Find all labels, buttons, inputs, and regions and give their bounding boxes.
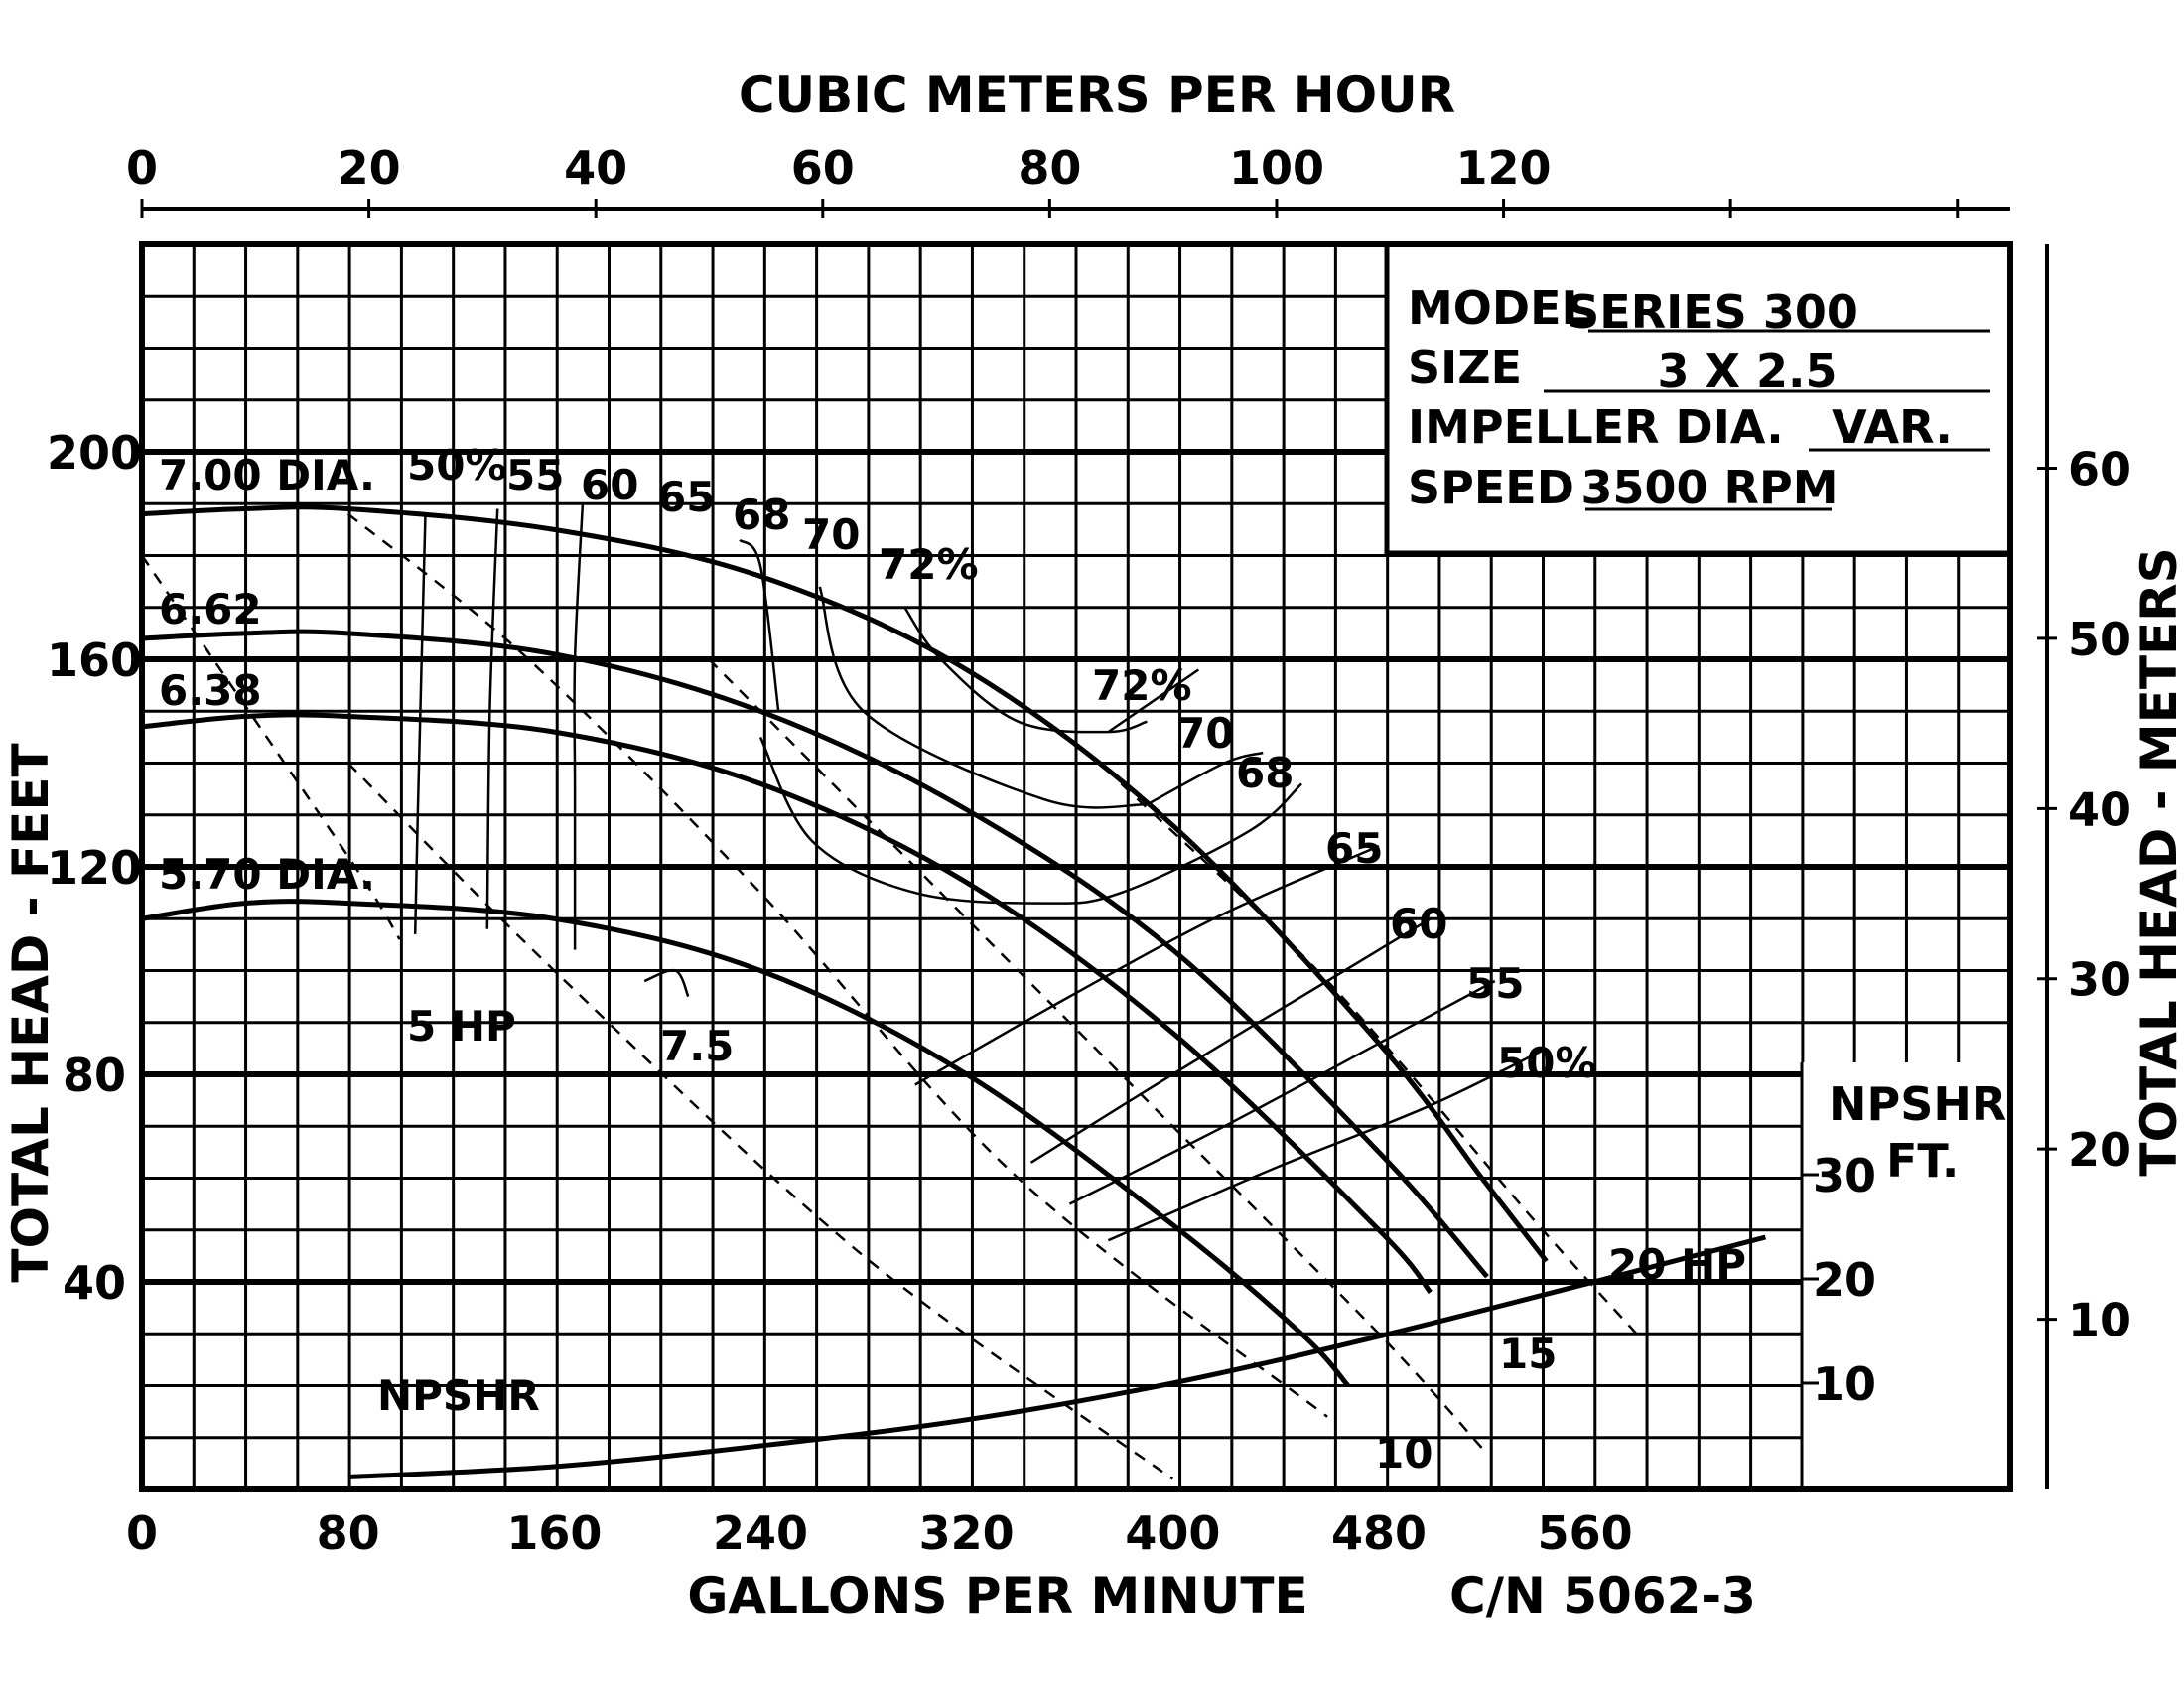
- efficiency-curve: [573, 503, 585, 950]
- efficiency-curve: [1107, 668, 1200, 734]
- efficiency-curve-label: 70: [1176, 709, 1234, 758]
- horsepower-label: 5 HP: [407, 1002, 516, 1051]
- impeller-curve-label: 6.62: [159, 585, 262, 633]
- right-tick-label: 60: [2068, 442, 2131, 495]
- x-tick-label: 480: [1331, 1506, 1427, 1560]
- labels: 0 80 160 240 320 400 480 560 0 20 40 60 80 100 120 40 80…: [47, 141, 2131, 1560]
- horsepower-line: [140, 554, 401, 940]
- top-tick-label: 100: [1229, 141, 1324, 195]
- efficiency-curve: [739, 538, 780, 712]
- top-tick-label: 120: [1456, 141, 1552, 195]
- impeller-curve: [141, 899, 1350, 1388]
- efficiency-curve-label: 65: [657, 473, 715, 521]
- impeller-curve: [141, 712, 1433, 1295]
- horsepower-line: [346, 762, 1174, 1480]
- npshr-tick-label: 20: [1813, 1253, 1876, 1307]
- top-tick-label: 0: [126, 141, 158, 195]
- npshr-axis-title: NPSHR: [1829, 1077, 2006, 1131]
- x-tick-label: 160: [506, 1506, 602, 1560]
- impeller-curve: [141, 504, 1549, 1263]
- x-axis-title: GALLONS PER MINUTE: [687, 1567, 1307, 1624]
- npshr-tick-label: 10: [1813, 1357, 1876, 1411]
- y-tick-label: 160: [47, 633, 142, 687]
- top-tick-label: 40: [564, 141, 627, 195]
- efficiency-curve: [914, 844, 1380, 1086]
- npshr-tick-label: 30: [1813, 1149, 1876, 1202]
- x-tick-label: 400: [1125, 1506, 1220, 1560]
- y-tick-label: 200: [47, 426, 142, 480]
- impeller-label: IMPELLER DIA.: [1408, 400, 1784, 454]
- efficiency-curve-label: 68: [1236, 749, 1294, 797]
- plot-border: [139, 241, 2013, 1492]
- top-tick-label: 60: [791, 141, 855, 195]
- efficiency-curve-label: 50%: [407, 441, 507, 490]
- x-tick-label: 0: [126, 1506, 158, 1560]
- right-tick-label: 10: [2068, 1294, 2131, 1347]
- plot-frame: [139, 199, 2057, 1492]
- efficiency-curve: [413, 513, 427, 934]
- catalog-number: C/N 5062-3: [1449, 1567, 1756, 1624]
- horsepower-label: 7.5: [660, 1022, 734, 1070]
- size-value: 3 X 2.5: [1658, 345, 1838, 398]
- efficiency-curve-label: 70: [802, 510, 860, 559]
- x-tick-label: 80: [317, 1506, 380, 1560]
- efficiency-curve: [1029, 917, 1432, 1164]
- impeller-value: VAR.: [1832, 400, 1953, 454]
- efficiency-curve-label: 50%: [1497, 1039, 1597, 1087]
- impeller-curve: [141, 629, 1489, 1279]
- impeller-curve-label: 7.00 DIA.: [159, 451, 375, 499]
- top-axis-title: CUBIC METERS PER HOUR: [739, 67, 1455, 124]
- efficiency-curve-label: 60: [1390, 900, 1447, 948]
- impeller-curve-label: 6.38: [159, 666, 262, 715]
- y-axis-title: TOTAL HEAD - FEET: [2, 743, 60, 1282]
- npshr-curve-label: NPSHR: [377, 1371, 540, 1420]
- info-box: MODEL SERIES 300 SIZE 3 X 2.5 IMPELLER D…: [1408, 281, 1990, 514]
- x-tick-label: 560: [1538, 1506, 1633, 1560]
- efficiency-curve: [1068, 979, 1496, 1205]
- speed-value: 3500 RPM: [1581, 461, 1839, 514]
- efficiency-curve: [1107, 1047, 1548, 1242]
- right-tick-label: 50: [2068, 613, 2131, 666]
- efficiency-curve-label: 68: [733, 491, 790, 539]
- y-tick-label: 40: [63, 1256, 126, 1310]
- efficiency-curve: [903, 607, 1148, 734]
- npshr-axis-panel: [1802, 1062, 2008, 1487]
- efficiency-curve-label: 55: [506, 451, 564, 499]
- speed-label: SPEED: [1408, 461, 1574, 514]
- efficiency-curve-label: 72%: [879, 540, 979, 589]
- efficiency-curve: [485, 508, 499, 929]
- x-tick-label: 320: [919, 1506, 1015, 1560]
- top-tick-label: 80: [1018, 141, 1081, 195]
- efficiency-curve: [643, 968, 690, 998]
- y-tick-label: 120: [47, 841, 142, 895]
- impeller-curve-label: 5.70 DIA.: [159, 850, 375, 899]
- horsepower-label: 20 HP: [1608, 1240, 1746, 1289]
- horsepower-line: [708, 658, 1483, 1450]
- efficiency-curve: [1146, 751, 1264, 806]
- efficiency-curve-label: 72%: [1092, 661, 1192, 710]
- efficiency-curve-label: 65: [1325, 824, 1383, 873]
- efficiency-curve: [818, 586, 1148, 809]
- efficiency-curve: [758, 736, 1302, 905]
- top-tick-label: 20: [338, 141, 401, 195]
- size-label: SIZE: [1408, 341, 1522, 394]
- right-tick-label: 30: [2068, 953, 2131, 1007]
- curves: [140, 503, 1767, 1480]
- npshr-axis-unit: FT.: [1886, 1134, 1959, 1188]
- horsepower-line: [1120, 782, 1638, 1336]
- efficiency-curve-label: 55: [1466, 959, 1524, 1008]
- x-tick-label: 240: [713, 1506, 808, 1560]
- right-tick-label: 20: [2068, 1123, 2131, 1177]
- horsepower-label: 10: [1375, 1429, 1433, 1477]
- horsepower-label: 15: [1499, 1330, 1557, 1378]
- y-tick-label: 80: [63, 1049, 126, 1102]
- right-axis-title: TOTAL HEAD - METERS: [2130, 547, 2184, 1176]
- efficiency-curve-label: 60: [581, 461, 638, 509]
- plot-grid: [142, 244, 2010, 1489]
- right-tick-label: 40: [2068, 782, 2131, 836]
- npshr-curve: [347, 1234, 1767, 1479]
- horsepower-line: [346, 512, 1328, 1418]
- model-label: MODEL: [1408, 281, 1590, 335]
